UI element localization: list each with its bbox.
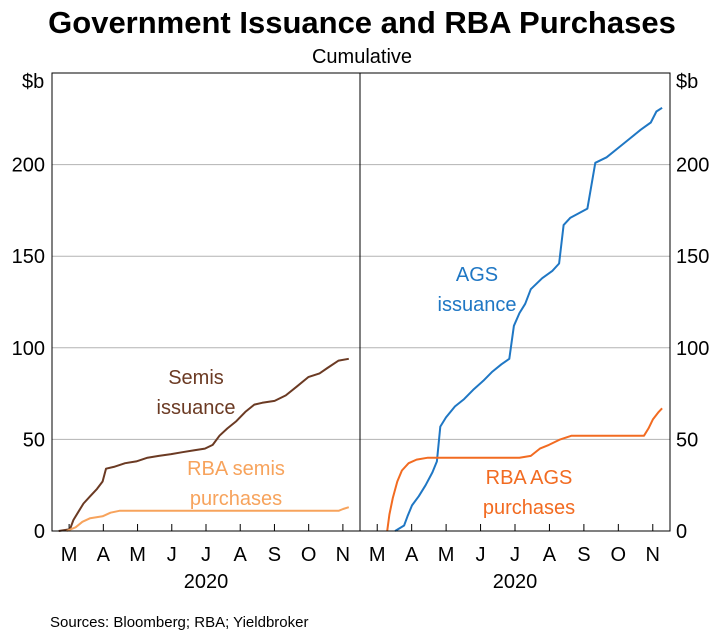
x-tick-left-2: M	[129, 544, 146, 566]
x-tick-right-8: N	[646, 544, 660, 566]
left-unit-label: $b	[22, 71, 44, 93]
y-tick-right-200: 200	[676, 155, 709, 177]
x-tick-right-6: S	[577, 544, 590, 566]
series-semis-issuance	[58, 357, 349, 532]
label-rba-ags-purchases: RBA AGS purchases	[483, 467, 575, 519]
x-tick-right-4: J	[510, 544, 520, 566]
source-note: Sources: Bloomberg; RBA; Yieldbroker	[50, 614, 308, 631]
y-tick-left-0: 0	[34, 521, 45, 543]
series-rba-semis-purchases	[66, 506, 350, 532]
y-tick-left-100: 100	[12, 338, 45, 360]
label-rba-semis-purchases: RBA semis purchases	[187, 458, 285, 510]
x-tick-left-8: N	[336, 544, 350, 566]
x-year-right: 2020	[493, 571, 538, 593]
y-tick-labels: 0 0 50 50 100 100 150 150 200 200	[12, 155, 710, 543]
x-tick-left-1: A	[97, 544, 111, 566]
x-tick-left-5: A	[234, 544, 248, 566]
x-tick-right-2: M	[438, 544, 455, 566]
x-tick-right-1: A	[405, 544, 419, 566]
series-rba-ags-purchases	[386, 407, 663, 532]
x-tick-left-4: J	[201, 544, 211, 566]
y-tick-right-150: 150	[676, 246, 709, 268]
x-tick-right-0: M	[369, 544, 386, 566]
label-semis-issuance: Semis issuance	[157, 367, 236, 419]
plot-frame	[51, 72, 671, 532]
y-tick-left-200: 200	[12, 155, 45, 177]
x-tick-left-0: M	[61, 544, 78, 566]
y-tick-right-50: 50	[676, 429, 698, 451]
chart-subtitle: Cumulative	[312, 46, 412, 68]
x-tick-left-3: J	[167, 544, 177, 566]
gridlines	[52, 164, 670, 440]
x-tick-right-5: A	[543, 544, 557, 566]
plot-border	[51, 72, 671, 532]
x-tick-left-7: O	[301, 544, 317, 566]
x-tick-left-6: S	[268, 544, 281, 566]
x-year-left: 2020	[184, 571, 229, 593]
y-tick-left-150: 150	[12, 246, 45, 268]
series-lines	[58, 106, 663, 532]
x-tick-right-3: J	[476, 544, 486, 566]
x-tick-right-7: O	[611, 544, 627, 566]
y-tick-right-100: 100	[676, 338, 709, 360]
chart-title: Government Issuance and RBA Purchases	[48, 5, 676, 40]
label-ags-issuance: AGS issuance	[438, 264, 517, 316]
right-unit-label: $b	[676, 71, 698, 93]
series-annotations: Semis issuance RBA semis purchases AGS issuan…	[157, 264, 576, 519]
y-tick-left-50: 50	[23, 429, 45, 451]
y-tick-right-0: 0	[676, 521, 687, 543]
series-ags-issuance	[394, 106, 663, 532]
